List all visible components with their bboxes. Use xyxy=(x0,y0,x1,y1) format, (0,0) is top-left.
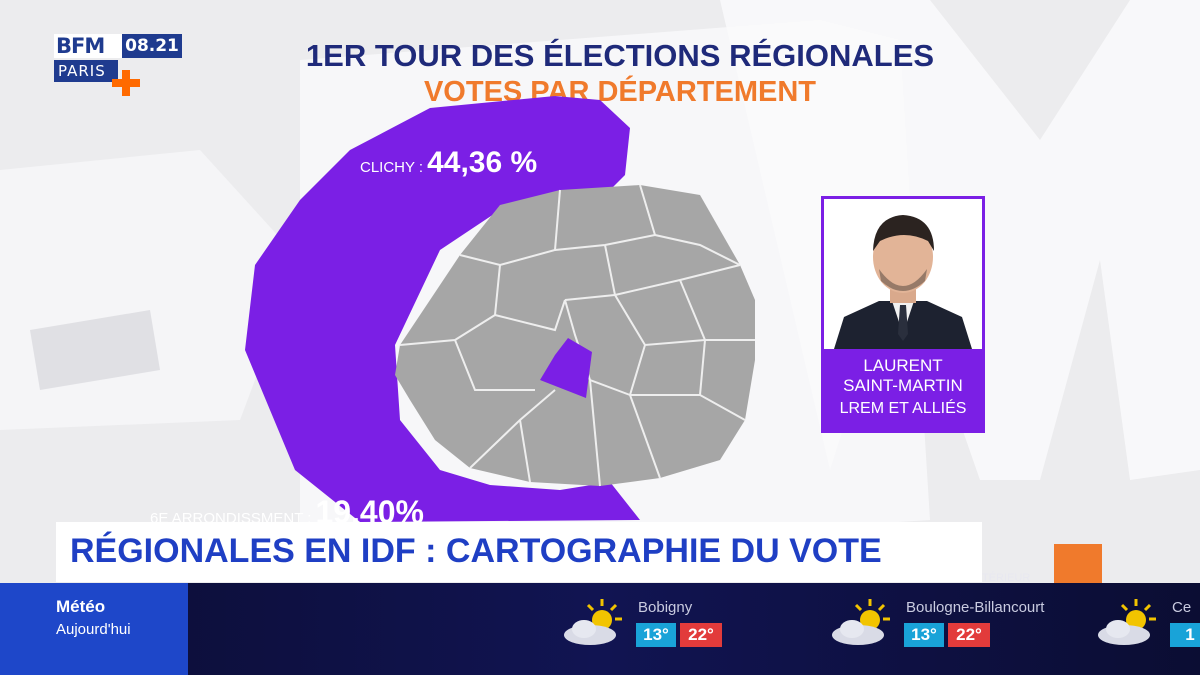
page-title: 1ER TOUR DES ÉLECTIONS RÉGIONALES xyxy=(305,38,935,73)
weather-city-name: Ce xyxy=(1172,599,1192,616)
candidate-first-name: LAURENT xyxy=(863,356,943,375)
weather-temp-max: 22° xyxy=(680,623,722,647)
weather-city-boulogne: Boulogne-Billancourt 13° 22° xyxy=(828,583,1088,675)
candidate-card: LAURENT SAINT-MARTIN LREM ET ALLIÉS xyxy=(821,196,985,433)
logo-brand: BFM xyxy=(54,34,122,58)
map-label-clichy-name: CLICHY : xyxy=(360,159,424,176)
map-area-6e xyxy=(540,338,592,398)
weather-subtitle: Aujourd'hui xyxy=(56,621,131,638)
map-label-clichy-value: 44,36 % xyxy=(427,146,538,179)
weather-header: Météo Aujourd'hui xyxy=(0,583,188,675)
clock: 08.21 xyxy=(122,34,182,58)
channel-logo: BFM 08.21 PARIS xyxy=(54,34,186,96)
weather-temp-max: 22° xyxy=(948,623,990,647)
candidate-party: LREM ET ALLIÉS xyxy=(839,400,967,417)
map-label-clichy: CLICHY :44,36 % xyxy=(360,146,537,180)
candidate-nameplate: LAURENT SAINT-MARTIN LREM ET ALLIÉS xyxy=(824,349,982,430)
paris-vote-map xyxy=(245,96,755,522)
headline-banner: RÉGIONALES EN IDF : CARTOGRAPHIE DU VOTE xyxy=(56,522,982,582)
candidate-portrait xyxy=(824,199,982,349)
weather-ticker: Météo Aujourd'hui Bobigny 13° 22° Boulog… xyxy=(0,583,1200,675)
logo-city: PARIS xyxy=(54,60,118,82)
logo-plus-vertical xyxy=(122,70,130,96)
candidate-last-name: SAINT-MARTIN xyxy=(843,376,963,395)
headline-text: RÉGIONALES EN IDF : CARTOGRAPHIE DU VOTE xyxy=(70,532,882,570)
weather-temp-min: 13° xyxy=(904,623,944,647)
weather-temp-min: 13° xyxy=(636,623,676,647)
weather-city-bobigny: Bobigny 13° 22° xyxy=(560,583,810,675)
weather-city-name: Boulogne-Billancourt xyxy=(906,599,1045,616)
partly-sunny-icon xyxy=(564,599,622,645)
weather-temp-min: 1 xyxy=(1170,623,1200,647)
weather-title: Météo xyxy=(56,597,106,616)
orange-accent xyxy=(1054,544,1102,588)
weather-city-partial: Ce 1 xyxy=(1094,583,1200,675)
partly-sunny-icon xyxy=(1098,599,1156,645)
weather-city-name: Bobigny xyxy=(638,599,693,616)
partly-sunny-icon xyxy=(832,599,890,645)
side-label: TÉRIEUR xyxy=(982,572,1031,584)
